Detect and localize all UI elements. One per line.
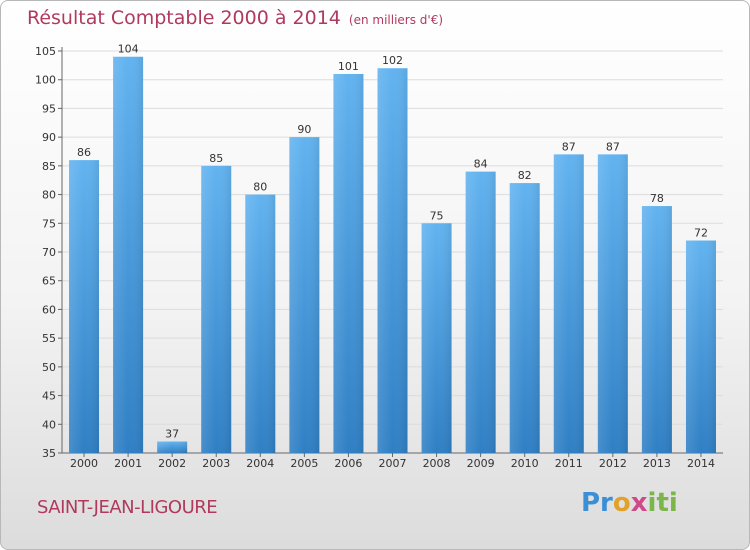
y-tick-label: 90 [42,131,56,144]
data-label-2007: 102 [382,54,403,67]
x-tick-label-2012: 2012 [599,457,627,470]
bar-shine-2008 [421,223,452,453]
bar-shine-2009 [465,171,496,453]
data-labels: 86 104 37 85 80 90 101 102 75 84 82 87 87 78 72 [77,43,708,441]
bar-shine-2007 [377,68,408,453]
y-tick-label: 65 [42,275,56,288]
bar-shine-2001 [113,56,144,453]
y-tick-label: 50 [42,361,56,374]
data-label-2008: 75 [430,209,444,222]
x-tick-label-2011: 2011 [555,457,583,470]
bar-shine-2011 [553,154,584,453]
x-tick-label-2003: 2003 [202,457,230,470]
brand-part-3: x [630,488,648,518]
data-label-2009: 84 [474,158,488,171]
data-label-2004: 80 [253,181,267,194]
bar-shine-2006 [333,73,364,453]
bar-shine-2003 [201,165,232,453]
brand-part-4: iti [647,488,678,518]
bar-shine-2004 [245,194,276,454]
data-label-2011: 87 [562,140,576,153]
bar-shine-2002 [157,441,188,453]
y-tick-label: 40 [42,418,56,431]
chart-subtitle: (en milliers d'€) [348,13,444,27]
y-tick-label: 45 [42,390,56,403]
data-label-2013: 78 [650,192,664,205]
bar-shine-2013 [641,206,672,453]
data-label-2003: 85 [209,152,223,165]
commune-name: SAINT-JEAN-LIGOURE [37,497,218,518]
data-label-2006: 101 [338,60,359,73]
bar-shine-2012 [597,154,628,453]
y-tick-label: 70 [42,246,56,259]
chart-title-text: Résultat Comptable 2000 à 2014 [27,7,341,29]
x-tick-label-2014: 2014 [687,457,715,470]
x-tick-label-2006: 2006 [334,457,362,470]
y-tick-label: 75 [42,217,56,230]
bar-shine-2000 [69,160,100,453]
data-label-2002: 37 [165,428,179,441]
bar-shine-2010 [509,183,540,454]
data-label-2000: 86 [77,146,91,159]
y-tick-label: 80 [42,189,56,202]
data-label-2014: 72 [694,227,708,240]
x-tick-label-2000: 2000 [70,457,98,470]
brand-logo: Proxiti [581,488,678,518]
brand-part-2: o [612,488,631,518]
x-tick-label-2013: 2013 [643,457,671,470]
x-tick-label-2009: 2009 [467,457,495,470]
x-tick-label-2005: 2005 [290,457,318,470]
bar-shine-2014 [685,240,716,453]
y-tick-label: 35 [42,447,56,460]
bar-shine-2005 [289,137,320,453]
y-tick-label: 55 [42,332,56,345]
chart-title: Résultat Comptable 2000 à 2014 (en millie… [27,7,443,29]
x-tick-label-2008: 2008 [423,457,451,470]
data-label-2012: 87 [606,140,620,153]
x-tick-label-2002: 2002 [158,457,186,470]
y-tick-label: 105 [35,45,56,58]
y-tick-label: 100 [35,74,56,87]
x-tick-label-2007: 2007 [379,457,407,470]
x-tick-label-2010: 2010 [511,457,539,470]
bars [69,56,716,454]
x-tick-label-2004: 2004 [246,457,274,470]
data-label-2010: 82 [518,169,532,182]
y-tick-label: 95 [42,102,56,115]
x-tick-label-2001: 2001 [114,457,142,470]
y-tick-label: 60 [42,303,56,316]
data-label-2005: 90 [297,123,311,136]
y-tick-label: 85 [42,160,56,173]
brand-part-1: Pr [581,488,613,518]
data-label-2001: 104 [118,43,139,56]
